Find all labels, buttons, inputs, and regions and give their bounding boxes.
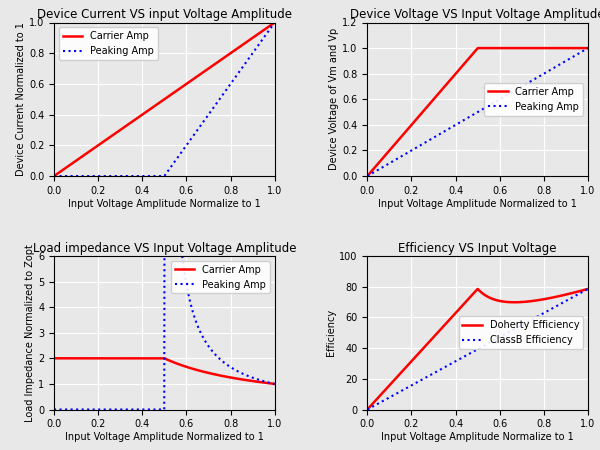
- Carrier Amp: [271, 381, 278, 387]
- Title: Device Voltage VS Input Voltage Amplitude: Device Voltage VS Input Voltage Amplitud…: [350, 9, 600, 21]
- Peaking Amp: [50, 407, 58, 412]
- Carrier Amp: [202, 68, 209, 73]
- Carrier Amp: [584, 45, 592, 51]
- X-axis label: Input Voltage Amplitude Normalized to 1: Input Voltage Amplitude Normalized to 1: [378, 198, 577, 208]
- Peaking Amp: [73, 173, 80, 179]
- Line: Carrier Amp: Carrier Amp: [367, 48, 588, 176]
- Doherty Efficiency: [453, 309, 460, 315]
- Carrier Amp: [140, 356, 147, 361]
- Carrier Amp: [364, 173, 371, 179]
- Peaking Amp: [536, 74, 543, 79]
- Doherty Efficiency: [461, 301, 468, 306]
- X-axis label: Input Voltage Amplitude Normalize to 1: Input Voltage Amplitude Normalize to 1: [381, 432, 574, 442]
- Peaking Amp: [148, 173, 155, 179]
- Carrier Amp: [50, 356, 58, 361]
- Carrier Amp: [223, 374, 230, 379]
- Line: ClassB Efficiency: ClassB Efficiency: [367, 289, 588, 410]
- Carrier Amp: [223, 54, 230, 59]
- Doherty Efficiency: [536, 297, 543, 303]
- Peaking Amp: [364, 173, 371, 179]
- Carrier Amp: [73, 158, 80, 163]
- Line: Peaking Amp: Peaking Amp: [367, 48, 588, 176]
- Carrier Amp: [73, 356, 80, 361]
- Line: Peaking Amp: Peaking Amp: [54, 22, 275, 176]
- X-axis label: Input Voltage Amplitude Normalize to 1: Input Voltage Amplitude Normalize to 1: [68, 198, 261, 208]
- Line: Carrier Amp: Carrier Amp: [54, 358, 275, 384]
- Carrier Amp: [536, 45, 543, 51]
- Legend: Carrier Amp, Peaking Amp: Carrier Amp, Peaking Amp: [171, 261, 270, 293]
- Peaking Amp: [223, 361, 230, 367]
- Carrier Amp: [140, 111, 147, 117]
- Doherty Efficiency: [584, 286, 592, 292]
- Carrier Amp: [226, 51, 233, 56]
- X-axis label: Input Voltage Amplitude Normalized to 1: Input Voltage Amplitude Normalized to 1: [65, 432, 264, 442]
- Peaking Amp: [50, 173, 58, 179]
- Peaking Amp: [202, 339, 209, 345]
- Carrier Amp: [226, 375, 233, 380]
- Peaking Amp: [140, 173, 147, 179]
- ClassB Efficiency: [453, 358, 460, 364]
- Y-axis label: Device Current Normalized to 1: Device Current Normalized to 1: [16, 22, 26, 176]
- ClassB Efficiency: [540, 310, 547, 316]
- Legend: Carrier Amp, Peaking Amp: Carrier Amp, Peaking Amp: [59, 27, 158, 60]
- Peaking Amp: [161, 253, 168, 259]
- Doherty Efficiency: [540, 297, 547, 302]
- Peaking Amp: [584, 45, 592, 51]
- ClassB Efficiency: [515, 324, 523, 329]
- Peaking Amp: [453, 122, 460, 127]
- ClassB Efficiency: [584, 286, 592, 292]
- Peaking Amp: [227, 364, 234, 369]
- Title: Efficiency VS Input Voltage: Efficiency VS Input Voltage: [398, 242, 557, 255]
- Line: Peaking Amp: Peaking Amp: [54, 256, 275, 410]
- Carrier Amp: [386, 147, 394, 153]
- Peaking Amp: [515, 86, 523, 91]
- Y-axis label: Device Voltage of Vm and Vp: Device Voltage of Vm and Vp: [329, 28, 340, 171]
- Title: Device Current VS input Voltage Amplitude: Device Current VS input Voltage Amplitud…: [37, 9, 292, 21]
- Doherty Efficiency: [515, 300, 523, 305]
- Carrier Amp: [148, 356, 155, 361]
- Line: Doherty Efficiency: Doherty Efficiency: [367, 289, 588, 410]
- Carrier Amp: [453, 70, 460, 75]
- Peaking Amp: [386, 160, 394, 166]
- Peaking Amp: [223, 87, 230, 93]
- Doherty Efficiency: [386, 382, 394, 387]
- Title: Load impedance VS Input Voltage Amplitude: Load impedance VS Input Voltage Amplitud…: [32, 242, 296, 255]
- Carrier Amp: [474, 45, 481, 51]
- Peaking Amp: [202, 116, 209, 122]
- Carrier Amp: [148, 106, 155, 111]
- Peaking Amp: [271, 381, 278, 387]
- Carrier Amp: [50, 173, 58, 179]
- Peaking Amp: [271, 20, 278, 25]
- ClassB Efficiency: [386, 395, 394, 400]
- Y-axis label: Load Impedance Normalized to Zopt: Load Impedance Normalized to Zopt: [25, 244, 35, 422]
- Carrier Amp: [202, 369, 209, 375]
- Peaking Amp: [226, 82, 233, 87]
- Carrier Amp: [515, 45, 523, 51]
- Peaking Amp: [461, 117, 468, 122]
- Doherty Efficiency: [364, 407, 371, 412]
- Peaking Amp: [73, 407, 80, 412]
- Peaking Amp: [540, 71, 547, 76]
- Legend: Carrier Amp, Peaking Amp: Carrier Amp, Peaking Amp: [484, 83, 583, 116]
- Carrier Amp: [461, 61, 468, 66]
- Peaking Amp: [148, 407, 155, 412]
- ClassB Efficiency: [536, 313, 543, 318]
- ClassB Efficiency: [364, 407, 371, 412]
- ClassB Efficiency: [461, 354, 468, 359]
- Legend: Doherty Efficiency, ClassB Efficiency: Doherty Efficiency, ClassB Efficiency: [458, 316, 583, 349]
- Carrier Amp: [540, 45, 547, 51]
- Line: Carrier Amp: Carrier Amp: [54, 22, 275, 176]
- Peaking Amp: [140, 407, 147, 412]
- Y-axis label: Efficiency: Efficiency: [326, 309, 337, 356]
- Carrier Amp: [271, 20, 278, 25]
